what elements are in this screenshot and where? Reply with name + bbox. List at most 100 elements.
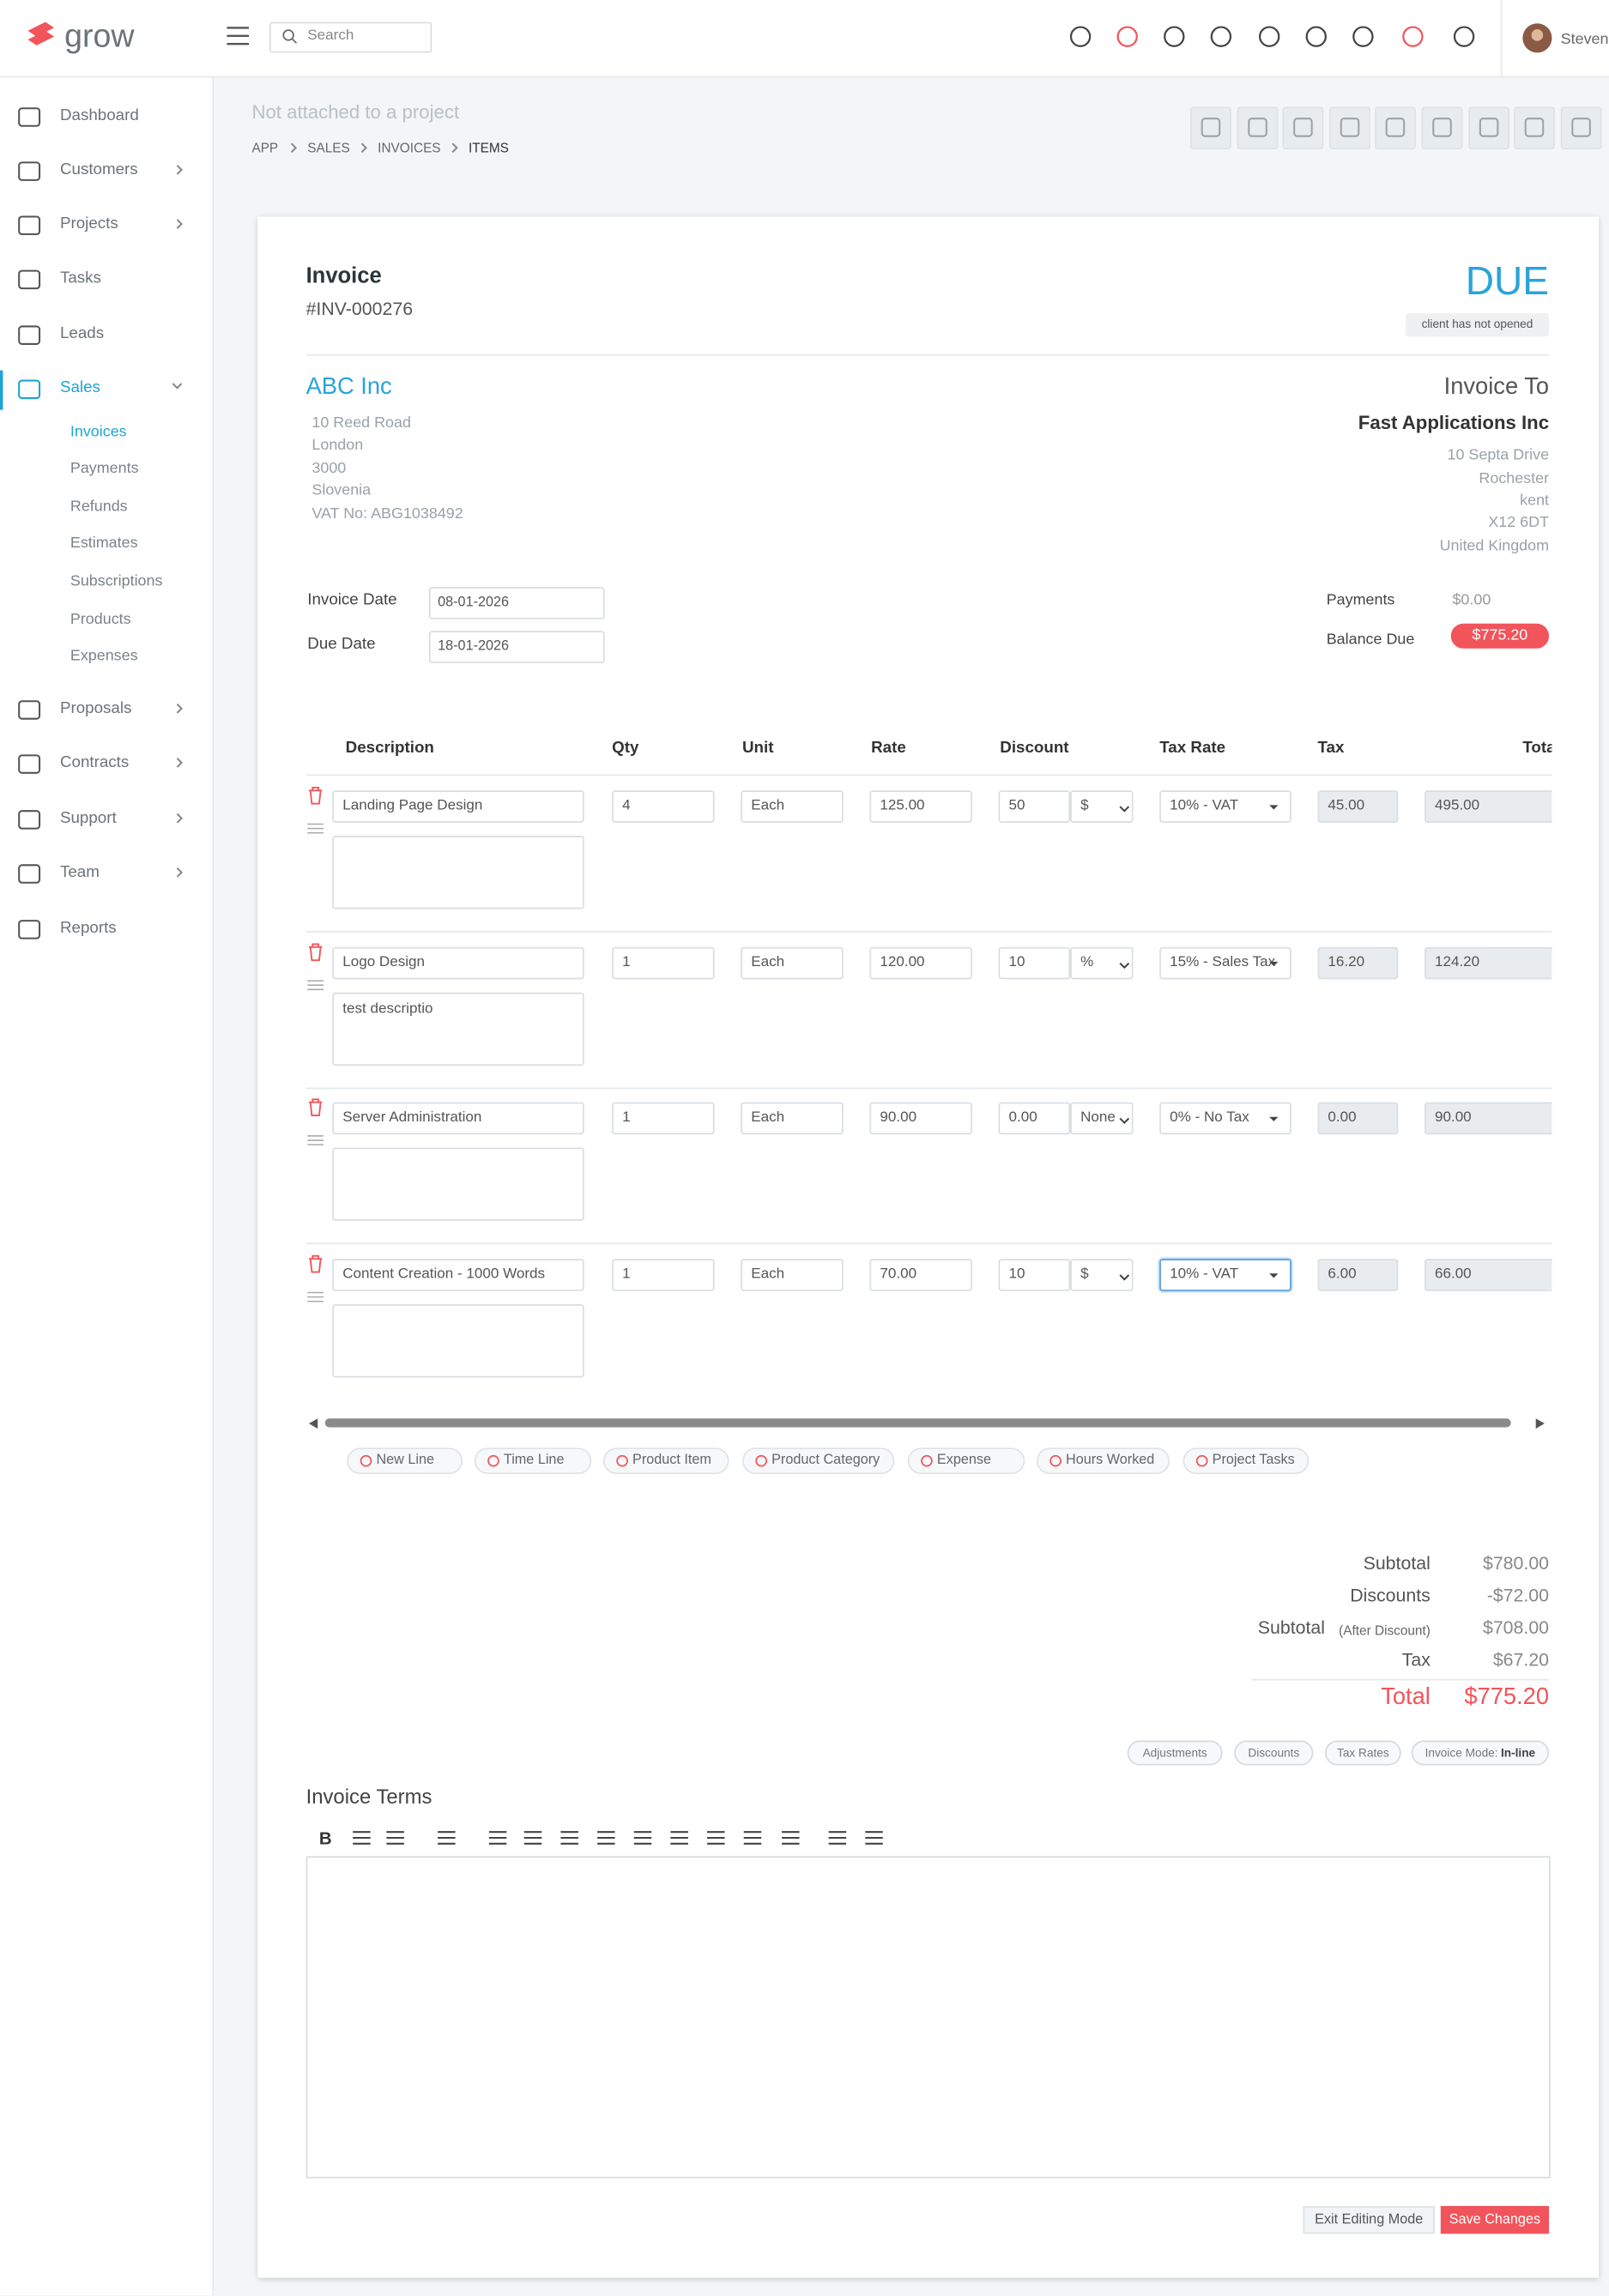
menu-item[interactable]: Support bbox=[59, 809, 117, 828]
editor-tool[interactable] bbox=[353, 1830, 371, 1846]
input[interactable] bbox=[332, 1147, 584, 1221]
option-pill[interactable]: Discounts bbox=[1234, 1740, 1314, 1766]
input[interactable]: 4 bbox=[612, 790, 715, 823]
editor-tool[interactable] bbox=[670, 1830, 688, 1846]
toolbar-button[interactable] bbox=[1190, 106, 1231, 150]
submenu-item[interactable]: Products bbox=[70, 609, 131, 628]
top-icon[interactable] bbox=[1401, 25, 1425, 48]
top-icon[interactable] bbox=[1452, 25, 1475, 48]
input[interactable]: 124.20 bbox=[1425, 946, 1552, 980]
toolbar-button[interactable] bbox=[1514, 106, 1556, 150]
search-box[interactable] bbox=[269, 21, 432, 53]
input[interactable]: Each bbox=[741, 946, 844, 980]
input[interactable]: 10% - VAT bbox=[1159, 790, 1291, 823]
menu-item[interactable]: Reports bbox=[59, 919, 117, 938]
editor-tool[interactable] bbox=[560, 1830, 578, 1846]
exit-button[interactable]: Exit Editing Mode bbox=[1303, 2206, 1435, 2234]
input[interactable]: $ bbox=[1070, 1259, 1134, 1291]
input[interactable]: 0.00 bbox=[1317, 1102, 1399, 1135]
input[interactable]: Each bbox=[741, 1102, 844, 1135]
add-button[interactable] bbox=[602, 1447, 729, 1475]
input[interactable]: 10 bbox=[998, 946, 1071, 980]
add-button[interactable] bbox=[474, 1447, 592, 1475]
input[interactable]: Each bbox=[741, 1259, 844, 1291]
editor-tool[interactable] bbox=[707, 1830, 725, 1846]
input[interactable]: 10% - VAT bbox=[1159, 1259, 1291, 1291]
input[interactable]: 50 bbox=[998, 790, 1071, 823]
editor-tool[interactable] bbox=[633, 1830, 652, 1846]
toolbar-button[interactable] bbox=[1467, 106, 1509, 150]
input[interactable]: 45.00 bbox=[1317, 790, 1399, 823]
top-icon[interactable] bbox=[1352, 25, 1375, 48]
input[interactable]: Server Administration bbox=[332, 1102, 584, 1135]
toolbar-button[interactable] bbox=[1236, 106, 1278, 150]
menu-item[interactable]: Team bbox=[59, 864, 100, 882]
terms-editor[interactable] bbox=[305, 1856, 1551, 2178]
input[interactable]: Landing Page Design bbox=[332, 790, 584, 823]
submenu-item[interactable]: Estimates bbox=[70, 535, 138, 553]
toolbar-button[interactable] bbox=[1375, 106, 1417, 150]
input[interactable]: 90.00 bbox=[1425, 1102, 1552, 1135]
input[interactable]: Logo Design bbox=[332, 946, 584, 980]
input[interactable]: 10 bbox=[998, 1259, 1071, 1291]
input[interactable]: 1 bbox=[612, 946, 715, 980]
submenu-item[interactable]: Subscriptions bbox=[70, 572, 163, 590]
add-button[interactable] bbox=[1036, 1447, 1170, 1475]
menu-item[interactable]: Sales bbox=[59, 379, 100, 397]
editor-tool[interactable] bbox=[488, 1830, 507, 1846]
input[interactable]: 90.00 bbox=[869, 1102, 972, 1135]
menu-item[interactable]: Tasks bbox=[59, 269, 101, 287]
option-pill[interactable]: Tax Rates bbox=[1325, 1740, 1401, 1766]
top-icon[interactable] bbox=[1304, 25, 1328, 48]
editor-tool[interactable] bbox=[828, 1830, 847, 1846]
top-icon[interactable] bbox=[1068, 25, 1092, 48]
input[interactable]: % bbox=[1070, 946, 1134, 980]
editor-tool[interactable] bbox=[743, 1830, 762, 1846]
top-icon[interactable] bbox=[1209, 25, 1232, 48]
submenu-item[interactable]: Payments bbox=[70, 460, 139, 478]
toolbar-button[interactable] bbox=[1560, 106, 1602, 150]
input[interactable]: 16.20 bbox=[1317, 946, 1399, 980]
toolbar-button[interactable] bbox=[1421, 106, 1463, 150]
editor-tool[interactable] bbox=[782, 1830, 800, 1846]
menu-item[interactable]: Dashboard bbox=[59, 107, 139, 125]
input[interactable]: 15% - Sales Tax bbox=[1159, 946, 1291, 980]
submenu-item[interactable]: Refunds bbox=[70, 497, 128, 516]
editor-tool[interactable] bbox=[386, 1830, 404, 1846]
add-button[interactable] bbox=[907, 1447, 1025, 1475]
top-icon[interactable] bbox=[1163, 25, 1186, 48]
input[interactable]: 125.00 bbox=[869, 790, 972, 823]
input[interactable]: 0% - No Tax bbox=[1159, 1102, 1291, 1135]
input[interactable]: 1 bbox=[612, 1259, 715, 1291]
submenu-item[interactable]: Expenses bbox=[70, 647, 138, 665]
input[interactable]: 0.00 bbox=[998, 1102, 1071, 1135]
submenu-item[interactable]: Invoices bbox=[70, 422, 127, 440]
date-input[interactable]: 08-01-2026 bbox=[428, 587, 605, 619]
input[interactable]: 120.00 bbox=[869, 946, 972, 980]
save-button[interactable]: Save Changes bbox=[1440, 2206, 1550, 2234]
editor-tool[interactable] bbox=[438, 1830, 456, 1846]
date-input[interactable]: 18-01-2026 bbox=[428, 631, 605, 663]
input[interactable]: test descriptio bbox=[332, 992, 584, 1066]
input[interactable]: 1 bbox=[612, 1102, 715, 1135]
editor-tool[interactable] bbox=[865, 1830, 883, 1846]
input[interactable]: 66.00 bbox=[1425, 1259, 1552, 1291]
option-pill[interactable]: Adjustments bbox=[1127, 1740, 1223, 1766]
mode-pill[interactable]: Invoice Mode: In-line bbox=[1411, 1740, 1550, 1766]
menu-item[interactable]: Projects bbox=[59, 215, 118, 233]
top-icon[interactable] bbox=[1116, 25, 1139, 48]
menu-item[interactable]: Customers bbox=[59, 161, 138, 179]
input[interactable] bbox=[332, 1304, 584, 1378]
add-button[interactable] bbox=[347, 1447, 463, 1475]
input[interactable]: Content Creation - 1000 Words bbox=[332, 1259, 584, 1291]
input[interactable]: 70.00 bbox=[869, 1259, 972, 1291]
input[interactable]: 495.00 bbox=[1425, 790, 1552, 823]
input[interactable]: 6.00 bbox=[1317, 1259, 1399, 1291]
toolbar-button[interactable] bbox=[1328, 106, 1370, 150]
input[interactable] bbox=[332, 836, 584, 909]
scrollbar-thumb[interactable] bbox=[324, 1418, 1511, 1428]
menu-item[interactable]: Leads bbox=[59, 325, 105, 343]
menu-item[interactable]: Proposals bbox=[59, 700, 132, 718]
add-button[interactable] bbox=[741, 1447, 895, 1475]
toolbar-button[interactable] bbox=[1282, 106, 1324, 150]
